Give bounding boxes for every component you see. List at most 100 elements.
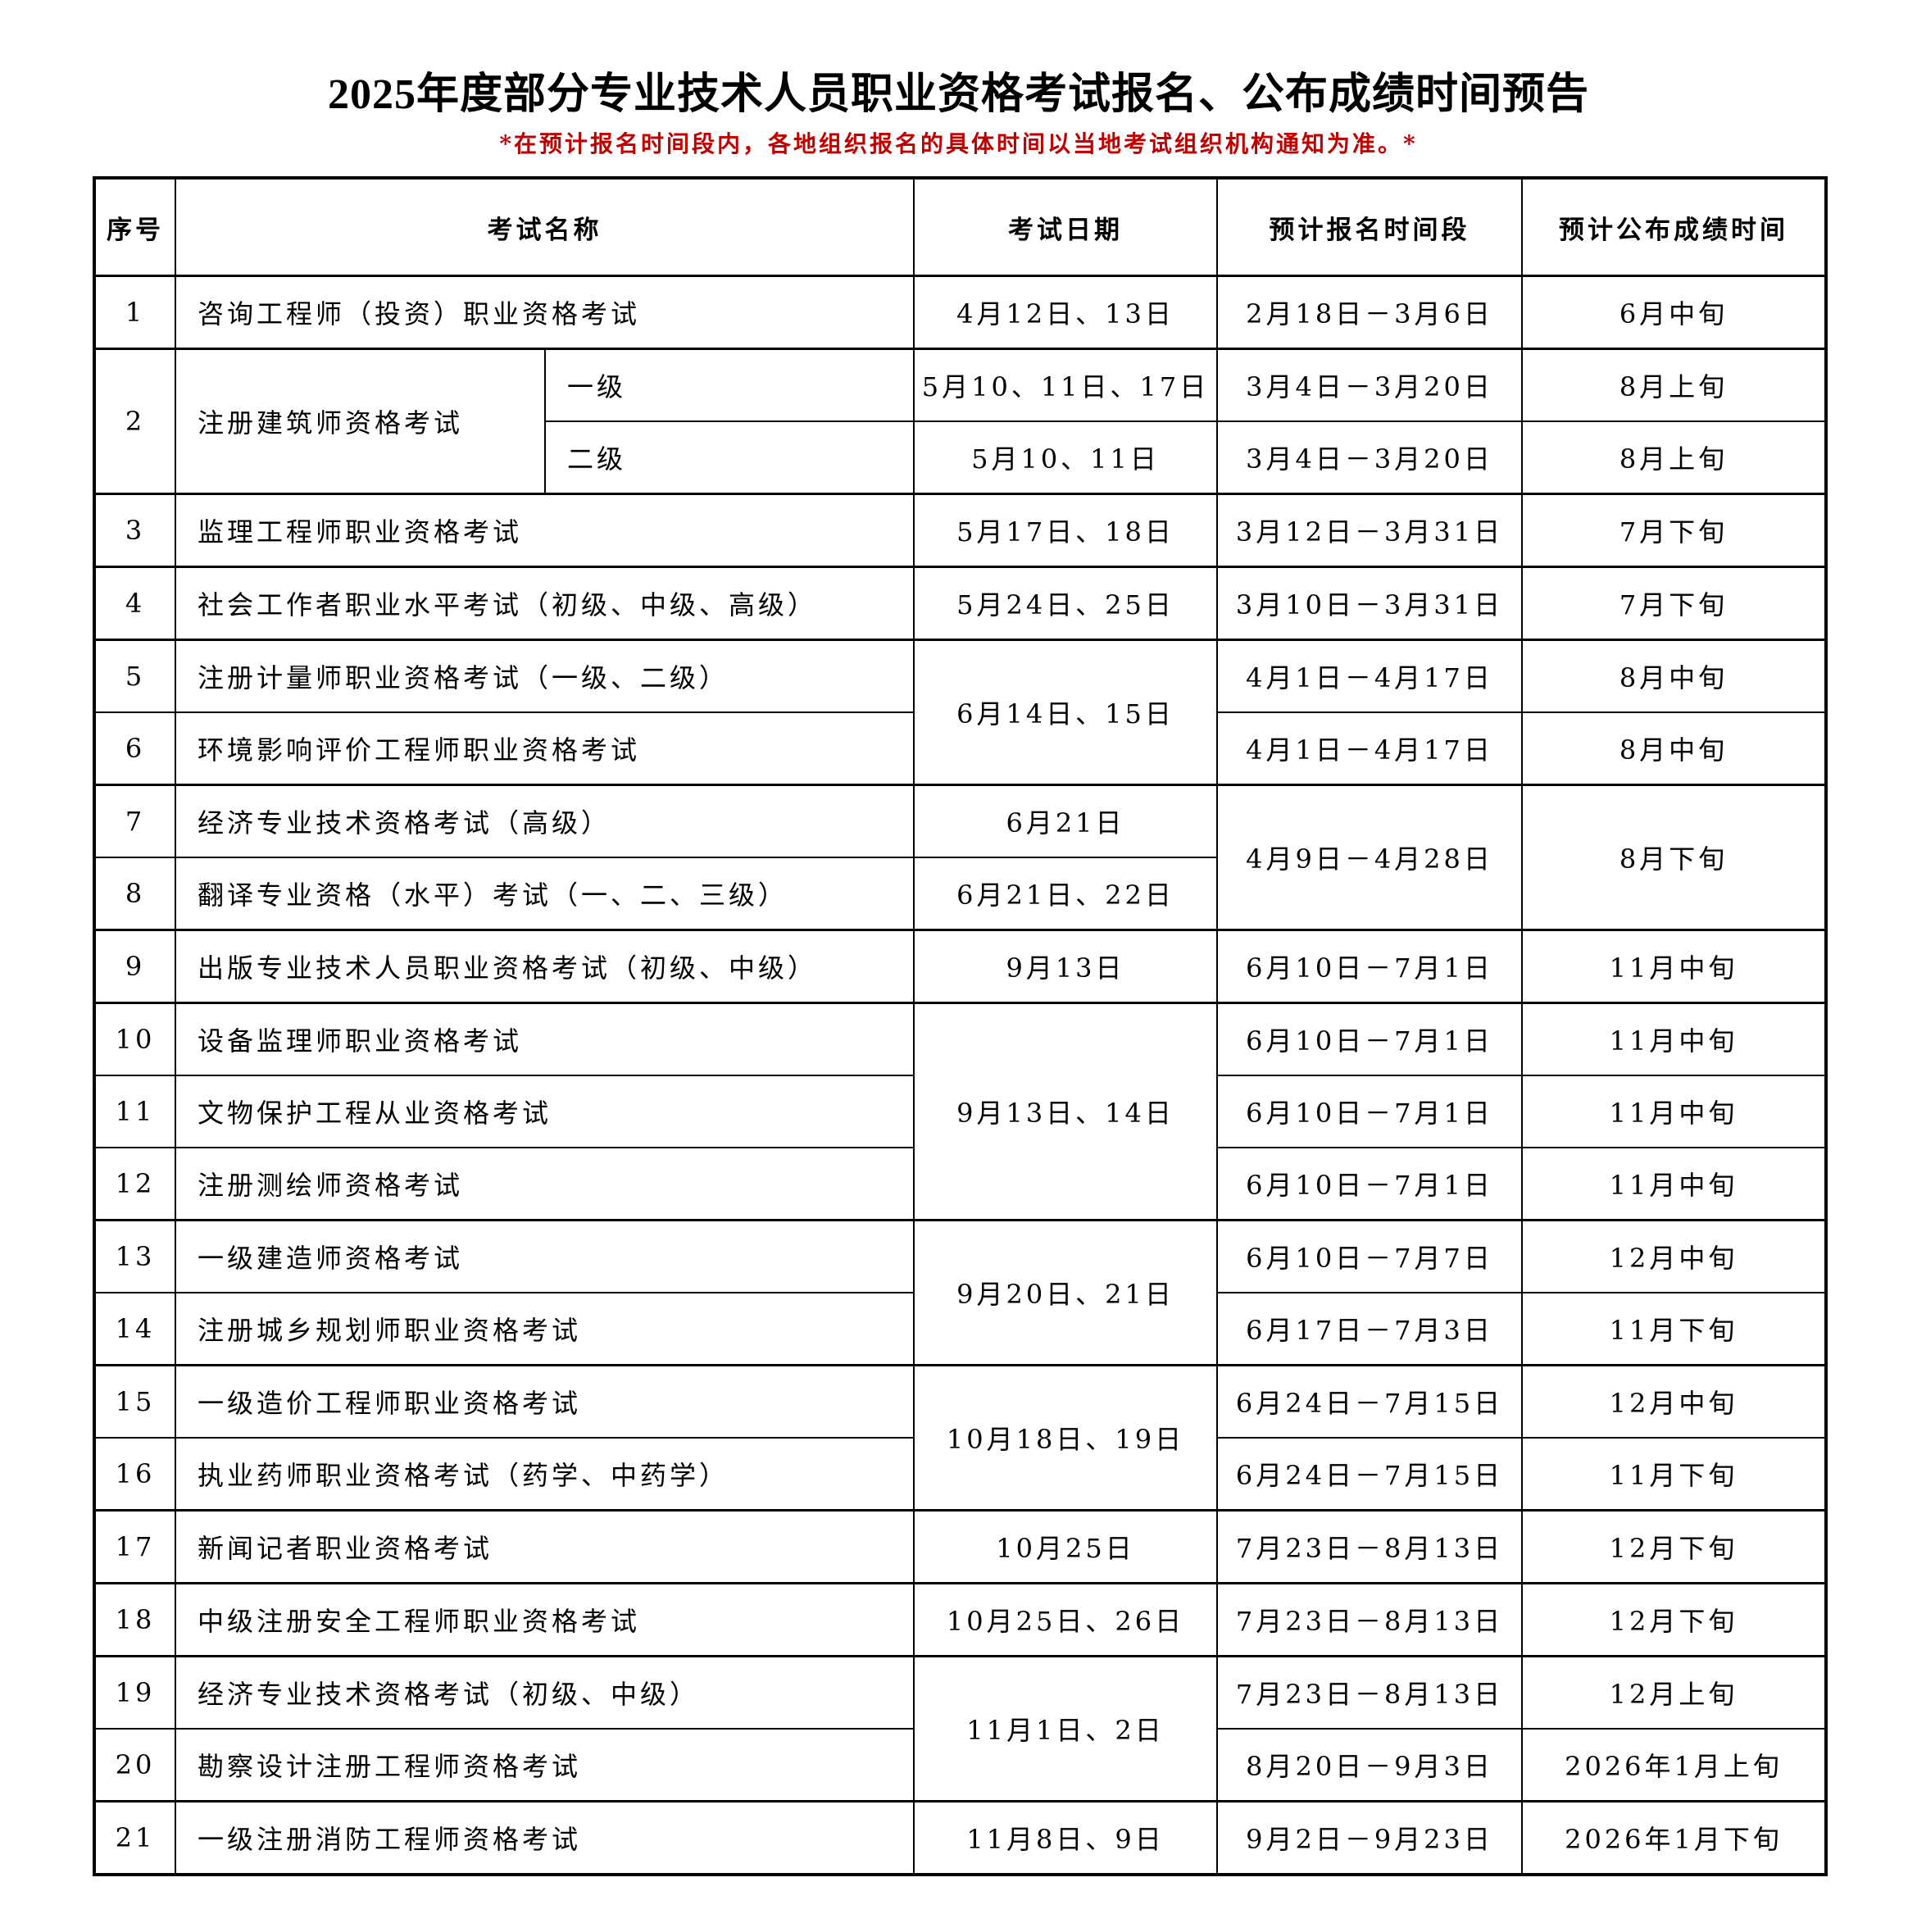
table-row: 7 经济专业技术资格考试（高级） 6月21日 4月9日－4月28日 8月下旬 bbox=[93, 784, 1827, 931]
cell-reg: 3月12日－3月31日 bbox=[1216, 493, 1523, 568]
cell-reg: 7月23日－8月13日 bbox=[1216, 1655, 1523, 1730]
cell-date: 6月14日、15日 bbox=[913, 639, 1218, 786]
cell-seq: 9 bbox=[93, 929, 176, 1004]
cell-reg: 4月1日－4月17日 bbox=[1216, 639, 1523, 713]
cell-reg: 4月1日－4月17日 bbox=[1216, 711, 1523, 786]
cell-result: 7月下旬 bbox=[1521, 566, 1827, 641]
cell-date: 5月10、11日、17日 bbox=[913, 348, 1218, 422]
cell-seq: 18 bbox=[93, 1582, 176, 1657]
cell-date: 5月24日、25日 bbox=[913, 566, 1218, 641]
cell-date: 9月20日、21日 bbox=[913, 1219, 1218, 1366]
header-result: 预计公布成绩时间 bbox=[1521, 177, 1827, 277]
cell-name: 一级造价工程师职业资格考试 bbox=[175, 1364, 915, 1439]
cell-name: 中级注册安全工程师职业资格考试 bbox=[175, 1582, 915, 1657]
cell-result: 7月下旬 bbox=[1521, 493, 1827, 568]
cell-date: 9月13日、14日 bbox=[913, 1002, 1218, 1221]
table-row: 10 设备监理师职业资格考试 9月13日、14日 6月10日－7月1日 11月中旬 bbox=[93, 1002, 1827, 1221]
cell-date: 6月21日、22日 bbox=[913, 857, 1218, 931]
cell-reg: 6月24日－7月15日 bbox=[1216, 1437, 1523, 1512]
cell-reg: 7月23日－8月13日 bbox=[1216, 1509, 1523, 1584]
cell-name: 注册测绘师资格考试 bbox=[175, 1147, 915, 1221]
page-title: 2025年度部分专业技术人员职业资格考试报名、公布成绩时间预告 bbox=[327, 71, 1589, 118]
table-row: 6 环境影响评价工程师职业资格考试 4月1日－4月17日 8月中旬 bbox=[93, 711, 1827, 786]
cell-result: 8月中旬 bbox=[1521, 711, 1827, 786]
cell-name: 出版专业技术人员职业资格考试（初级、中级） bbox=[175, 929, 915, 1004]
cell-result: 12月中旬 bbox=[1521, 1219, 1827, 1293]
cell-reg: 9月2日－9月23日 bbox=[1216, 1800, 1523, 1875]
cell-seq: 1 bbox=[93, 275, 176, 350]
cell-name: 设备监理师职业资格考试 bbox=[175, 1002, 915, 1076]
cell-reg: 3月4日－3月20日 bbox=[1216, 420, 1523, 495]
cell-result: 11月中旬 bbox=[1521, 1075, 1827, 1148]
cell-reg: 6月10日－7月1日 bbox=[1216, 1075, 1523, 1148]
cell-reg: 6月10日－7月1日 bbox=[1216, 1002, 1523, 1076]
cell-seq: 2 bbox=[93, 348, 176, 495]
cell-name: 勘察设计注册工程师资格考试 bbox=[175, 1728, 915, 1802]
cell-seq: 13 bbox=[93, 1219, 176, 1293]
cell-name: 经济专业技术资格考试（高级） bbox=[175, 784, 915, 858]
table-row: 11 文物保护工程从业资格考试 6月10日－7月1日 11月中旬 bbox=[93, 1075, 1827, 1148]
cell-sub: 二级 bbox=[544, 420, 915, 495]
cell-result: 11月中旬 bbox=[1521, 1002, 1827, 1076]
cell-result: 11月下旬 bbox=[1521, 1437, 1827, 1512]
cell-date: 4月12日、13日 bbox=[913, 275, 1218, 350]
cell-date: 6月21日 bbox=[913, 784, 1218, 858]
cell-result: 8月上旬 bbox=[1521, 348, 1827, 422]
header-date: 考试日期 bbox=[913, 177, 1218, 277]
cell-result: 12月上旬 bbox=[1521, 1655, 1827, 1730]
cell-seq: 16 bbox=[93, 1437, 176, 1512]
cell-name: 经济专业技术资格考试（初级、中级） bbox=[175, 1655, 915, 1730]
table-row: 5 注册计量师职业资格考试（一级、二级） 6月14日、15日 4月1日－4月17日 8月… bbox=[93, 639, 1827, 786]
cell-name: 执业药师职业资格考试（药学、中药学） bbox=[175, 1437, 915, 1512]
table-row: 18 中级注册安全工程师职业资格考试 10月25日、26日 7月23日－8月13日 12… bbox=[93, 1582, 1827, 1657]
cell-reg: 2月18日－3月6日 bbox=[1216, 275, 1523, 350]
cell-date: 5月17日、18日 bbox=[913, 493, 1218, 568]
cell-name: 一级注册消防工程师资格考试 bbox=[175, 1800, 915, 1875]
cell-name: 注册城乡规划师职业资格考试 bbox=[175, 1292, 915, 1366]
cell-result: 12月下旬 bbox=[1521, 1582, 1827, 1657]
cell-seq: 20 bbox=[93, 1728, 176, 1802]
cell-result: 2026年1月下旬 bbox=[1521, 1800, 1827, 1875]
header-row: 序号 考试名称 考试日期 预计报名时间段 预计公布成绩时间 bbox=[93, 177, 1827, 277]
cell-reg: 6月10日－7月1日 bbox=[1216, 929, 1523, 1004]
cell-result: 8月上旬 bbox=[1521, 420, 1827, 495]
cell-seq: 15 bbox=[93, 1364, 176, 1439]
cell-seq: 10 bbox=[93, 1002, 176, 1076]
cell-name: 咨询工程师（投资）职业资格考试 bbox=[175, 275, 915, 350]
cell-name: 新闻记者职业资格考试 bbox=[175, 1509, 915, 1584]
table-row: 21 一级注册消防工程师资格考试 11月8日、9日 9月2日－9月23日 2026年1月… bbox=[93, 1800, 1827, 1875]
cell-date: 5月10、11日 bbox=[913, 420, 1218, 495]
header-name: 考试名称 bbox=[175, 177, 915, 277]
cell-name: 注册建筑师资格考试 bbox=[175, 348, 546, 495]
table-row: 4 社会工作者职业水平考试（初级、中级、高级） 5月24日、25日 3月10日－3月3… bbox=[93, 566, 1827, 641]
cell-seq: 12 bbox=[93, 1147, 176, 1221]
table-row: 2 注册建筑师资格考试 一级 5月10、11日、17日 3月4日－3月20日 8月上旬 bbox=[93, 348, 1827, 495]
cell-seq: 8 bbox=[93, 857, 176, 931]
cell-reg: 3月4日－3月20日 bbox=[1216, 348, 1523, 422]
cell-result: 8月中旬 bbox=[1521, 639, 1827, 713]
cell-seq: 21 bbox=[93, 1800, 176, 1875]
table-row: 9 出版专业技术人员职业资格考试（初级、中级） 9月13日 6月10日－7月1日 11月… bbox=[93, 929, 1827, 1004]
table-row: 12 注册测绘师资格考试 6月10日－7月1日 11月中旬 bbox=[93, 1147, 1827, 1221]
cell-result: 6月中旬 bbox=[1521, 275, 1827, 350]
cell-reg: 6月10日－7月7日 bbox=[1216, 1219, 1523, 1293]
exam-schedule-table: 序号 考试名称 考试日期 预计报名时间段 预计公布成绩时间 1 咨询工程师（投资）… bbox=[93, 176, 1828, 1876]
cell-reg: 6月24日－7月15日 bbox=[1216, 1364, 1523, 1439]
cell-result: 11月中旬 bbox=[1521, 929, 1827, 1004]
table-row: 13 一级建造师资格考试 9月20日、21日 6月10日－7月7日 12月中旬 bbox=[93, 1219, 1827, 1366]
cell-name: 翻译专业资格（水平）考试（一、二、三级） bbox=[175, 857, 915, 931]
header-seq: 序号 bbox=[93, 177, 176, 277]
cell-seq: 11 bbox=[93, 1075, 176, 1148]
cell-name: 环境影响评价工程师职业资格考试 bbox=[175, 711, 915, 786]
cell-reg: 3月10日－3月31日 bbox=[1216, 566, 1523, 641]
cell-date: 10月25日、26日 bbox=[913, 1582, 1218, 1657]
cell-seq: 19 bbox=[93, 1655, 176, 1730]
cell-date: 9月13日 bbox=[913, 929, 1218, 1004]
cell-seq: 5 bbox=[93, 639, 176, 713]
cell-reg: 6月10日－7月1日 bbox=[1216, 1147, 1523, 1221]
cell-reg: 7月23日－8月13日 bbox=[1216, 1582, 1523, 1657]
cell-result: 11月中旬 bbox=[1521, 1147, 1827, 1221]
cell-date: 10月25日 bbox=[913, 1509, 1218, 1584]
cell-name: 一级建造师资格考试 bbox=[175, 1219, 915, 1293]
cell-name: 社会工作者职业水平考试（初级、中级、高级） bbox=[175, 566, 915, 641]
